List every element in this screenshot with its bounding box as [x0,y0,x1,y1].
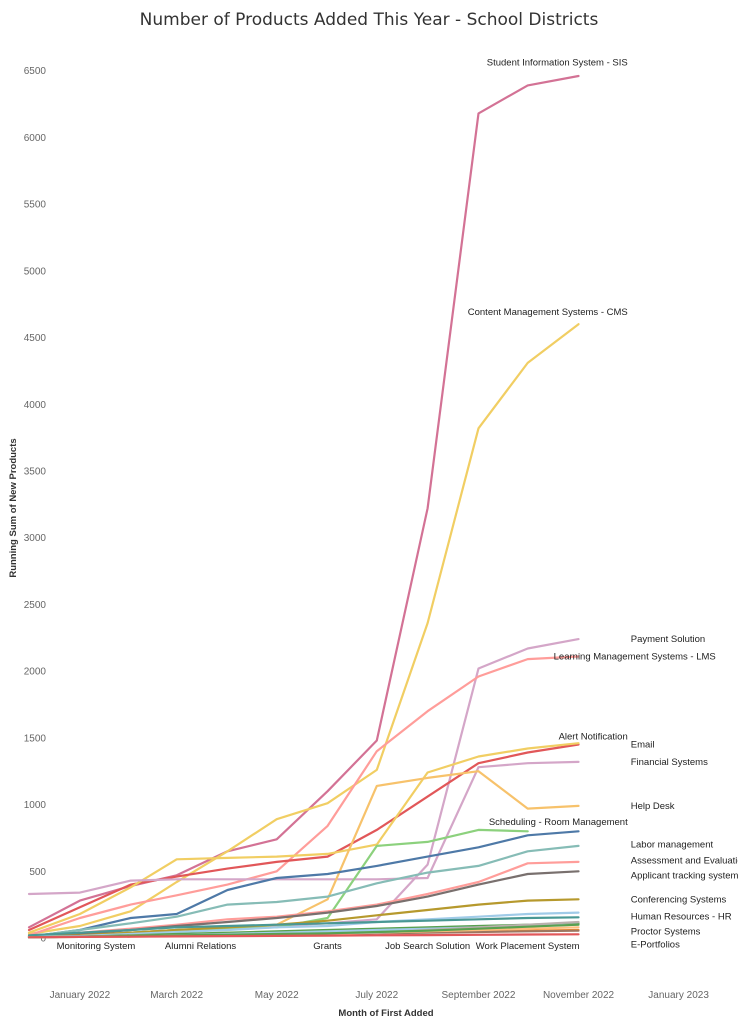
y-tick-label: 3000 [24,533,47,544]
y-axis-title: Running Sum of New Products [8,438,19,577]
series-label: Alert Notification [559,732,628,743]
series-line-assessment-and-evaluation [27,844,580,938]
chart-title: Number of Products Added This Year - Sch… [140,10,599,30]
series-line-content-management-systems-cms [27,323,580,936]
series-line-labor-management [27,830,580,938]
y-tick-label: 5500 [24,200,47,211]
series-label: Email [631,740,655,751]
series-label: Learning Management Systems - LMS [554,651,716,662]
y-tick-label: 4000 [24,400,47,411]
series-label: Student Information System - SIS [487,58,628,69]
series-label: Monitoring System [57,941,136,952]
series-line-other-c [27,933,580,939]
series-label: Conferencing Systems [631,894,727,905]
series-label: Proctor Systems [631,926,701,937]
x-tick-label: March 2022 [150,990,203,1001]
x-axis-title: Month of First Added [338,1008,433,1019]
series-label: Labor management [631,840,714,851]
series-line-human-resources-hr [27,898,580,938]
x-tick-label: January 2023 [648,990,709,1001]
plot-area: 0 500 1000 1500 2000 2500 3000 3500 4000 4500 5000… [24,58,738,1001]
series-label: Alumni Relations [165,941,237,952]
y-tick-label: 6000 [24,133,47,144]
series-line-email [27,742,580,934]
series-line-monitoring-system [27,916,580,937]
y-tick-label: 1500 [24,733,47,744]
x-tick-label: May 2022 [255,990,299,1001]
series-label: Payment Solution [631,634,705,645]
y-tick-label: 5000 [24,266,47,277]
y-tick-label: 4500 [24,333,47,344]
x-axis-ticks: January 2022 March 2022 May 2022 July 2022 S… [50,990,710,1001]
y-axis-ticks: 0 500 1000 1500 2000 2500 3000 3500 4000 4500 5000… [24,66,47,944]
series-label: Human Resources - HR [631,912,732,923]
y-tick-label: 2000 [24,667,47,678]
series-label: E-Portfolios [631,940,680,951]
x-tick-label: January 2022 [50,990,111,1001]
series-labels: Student Information System - SIS Content … [57,58,738,952]
series-line-student-information-system-sis [27,74,580,929]
y-tick-label: 0 [40,934,46,945]
series-line-alert-notification [27,743,580,932]
y-tick-label: 2500 [24,600,47,611]
series-line-learning-management-systems-lms [27,655,580,937]
y-tick-label: 1000 [24,800,47,811]
series-label: Help Desk [631,801,675,812]
series-line-proctor-systems [27,911,580,938]
series-label: Content Management Systems - CMS [468,307,628,318]
y-tick-label: 6500 [24,66,47,77]
series-label: Job Search Solution [385,941,470,952]
y-tick-label: 500 [29,867,46,878]
series-label: Applicant tracking system [631,870,738,881]
x-tick-label: September 2022 [441,990,515,1001]
x-tick-label: November 2022 [543,990,615,1001]
series-line-financial-systems [27,760,580,896]
series-label: Financial Systems [631,757,708,768]
x-tick-label: July 2022 [355,990,398,1001]
series-label: Work Placement System [476,941,580,952]
series-label: Assessment and Evaluation [631,856,738,867]
series-lines [27,74,580,939]
series-label: Scheduling - Room Management [489,817,628,828]
y-tick-label: 3500 [24,466,47,477]
series-line-help-desk [27,770,580,938]
series-label: Grants [313,941,342,952]
